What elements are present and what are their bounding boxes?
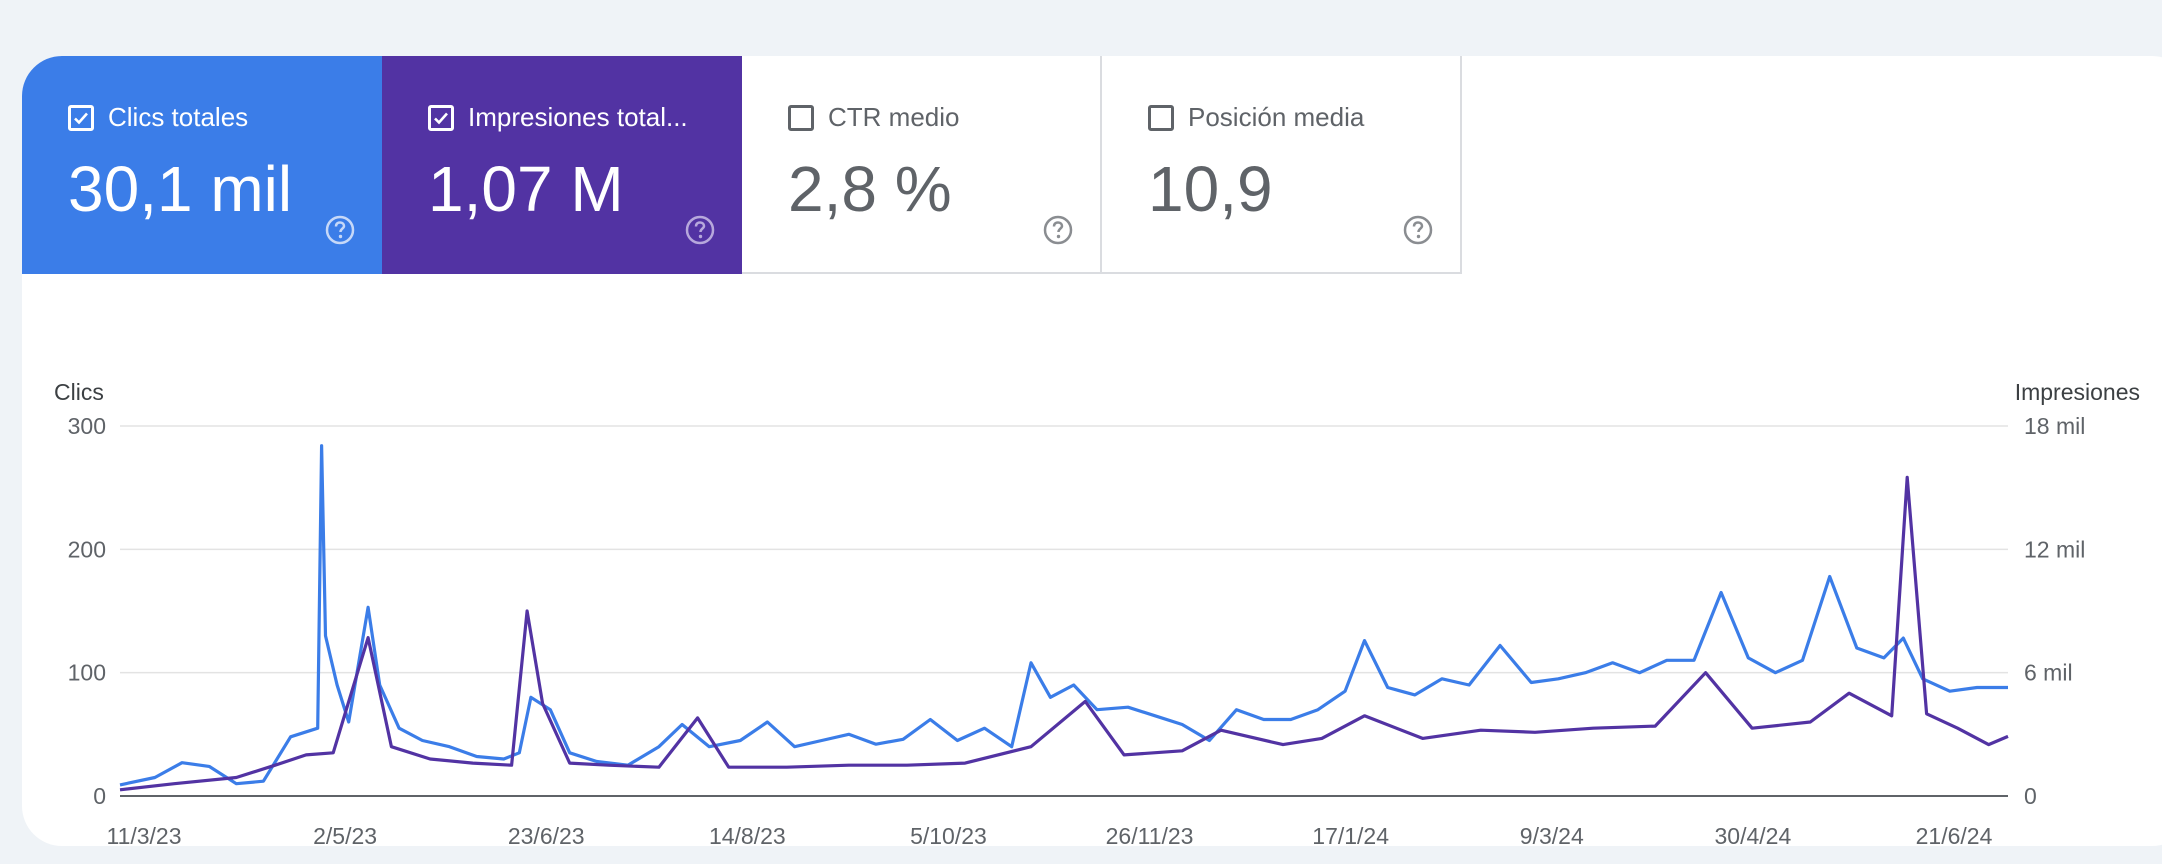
metric-checkbox-row: Impresiones total... [428,102,688,133]
help-icon[interactable] [1042,214,1074,246]
y-right-tick-label: 12 mil [2024,536,2085,562]
y-left-tick-label: 100 [68,660,106,686]
metric-tile-impressions[interactable]: Impresiones total... 1,07 M [382,56,742,274]
checkbox-checked-icon[interactable] [68,104,94,131]
x-tick-label: 21/6/24 [1916,823,1993,846]
metric-checkbox-row: CTR medio [788,102,959,133]
metric-tile-clicks[interactable]: Clics totales 30,1 mil [22,56,382,274]
metric-value: 10,9 [1148,153,1273,225]
metric-tile-position[interactable]: Posición media 10,9 [1102,56,1462,274]
metric-tile-ctr[interactable]: CTR medio 2,8 % [742,56,1102,274]
metric-checkbox-row: Posición media [1148,102,1364,133]
x-tick-label: 14/8/23 [709,823,786,846]
help-icon[interactable] [684,214,716,246]
series-line-impressions [119,475,2009,792]
y-left-tick-label: 0 [93,783,106,809]
checkbox-unchecked-icon[interactable] [788,104,814,131]
y-left-tick-label: 300 [68,413,106,439]
series-line-clicks [119,444,2008,787]
help-icon[interactable] [1402,214,1434,246]
metric-value: 2,8 % [788,153,952,225]
y-right-tick-label: 18 mil [2024,413,2085,439]
x-tick-label: 30/4/24 [1715,823,1792,846]
x-tick-label: 23/6/23 [508,823,585,846]
y-left-tick-label: 200 [68,536,106,562]
performance-card: Clics totales 30,1 mil Impresiones total… [22,56,2162,846]
y-axis-right-title: Impresiones [2015,379,2140,405]
metric-value: 1,07 M [428,153,624,225]
x-tick-label: 9/3/24 [1520,823,1584,846]
x-tick-label: 17/1/24 [1312,823,1389,846]
metric-label: CTR medio [828,102,960,132]
y-axis-left-title: Clics [54,379,104,405]
y-right-tick-label: 0 [2024,783,2037,809]
x-tick-label: 2/5/23 [313,823,377,846]
x-tick-label: 26/11/23 [1106,823,1194,846]
x-tick-label: 5/10/23 [910,823,987,846]
metric-label: Impresiones total... [468,102,688,132]
metric-label: Clics totales [108,102,249,132]
help-icon[interactable] [324,214,356,246]
checkbox-unchecked-icon[interactable] [1148,104,1174,131]
metric-label: Posición media [1188,102,1365,132]
performance-chart[interactable]: Clics Impresiones 300 18 mil 200 12 mil 100 6 m… [22,274,2162,846]
chart-area: Clics Impresiones 300 18 mil 200 12 mil 100 6 m… [22,274,2162,846]
metric-tiles: Clics totales 30,1 mil Impresiones total… [22,56,1462,274]
x-tick-label: 11/3/23 [106,823,181,846]
metric-checkbox-row: Clics totales [68,102,248,133]
checkbox-checked-icon[interactable] [428,104,454,131]
y-right-tick-label: 6 mil [2024,660,2073,686]
metric-value: 30,1 mil [68,153,293,225]
